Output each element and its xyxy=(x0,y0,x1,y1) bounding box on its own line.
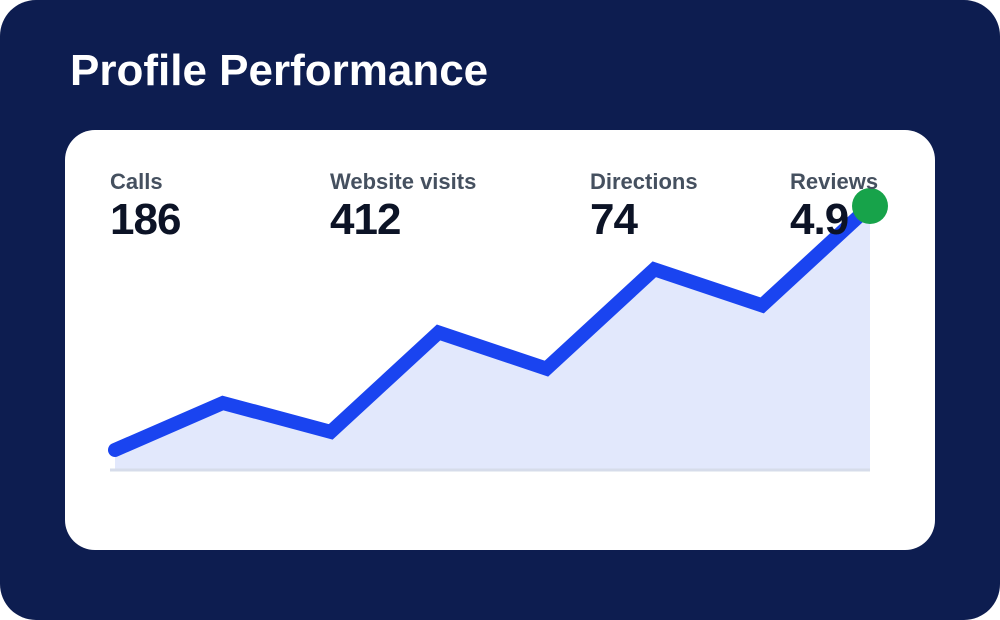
metric-directions: Directions 74 xyxy=(590,168,698,244)
metric-calls-value: 186 xyxy=(110,195,181,244)
metric-reviews-value: 4.9 xyxy=(790,195,849,244)
trend-chart xyxy=(108,188,888,472)
performance-card: Calls 186 Website visits 412 Directions … xyxy=(65,130,935,550)
chart-area-fill xyxy=(115,206,870,470)
metric-website-visits: Website visits 412 xyxy=(330,168,476,244)
metric-directions-label: Directions xyxy=(590,169,698,194)
metric-reviews: Reviews 4.9 xyxy=(790,168,878,244)
metric-calls-label: Calls xyxy=(110,169,163,194)
chart-endpoint-marker xyxy=(852,188,888,225)
metric-website-visits-label: Website visits xyxy=(330,169,477,194)
page-title: Profile Performance xyxy=(70,46,489,95)
metric-directions-value: 74 xyxy=(590,195,638,244)
metric-calls: Calls 186 xyxy=(110,168,181,244)
metric-reviews-label: Reviews xyxy=(790,169,879,194)
metric-website-visits-value: 412 xyxy=(330,195,401,244)
chart-trend-line xyxy=(108,199,877,457)
